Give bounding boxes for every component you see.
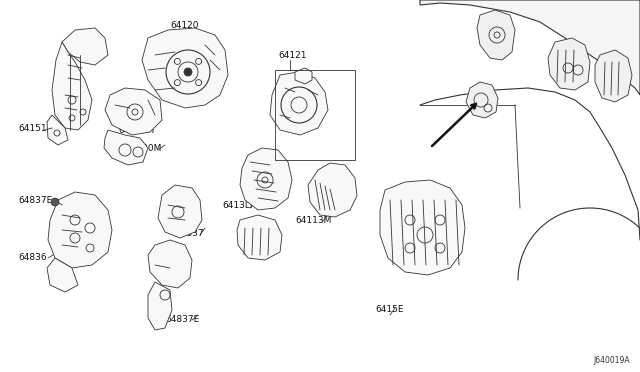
- Polygon shape: [477, 10, 515, 60]
- Polygon shape: [48, 192, 112, 268]
- Circle shape: [51, 198, 59, 206]
- Polygon shape: [104, 130, 148, 165]
- Bar: [275, 70, 355, 160]
- Text: 64837E: 64837E: [165, 315, 199, 324]
- Text: 6413LM: 6413LM: [222, 201, 258, 209]
- Polygon shape: [237, 215, 282, 260]
- Circle shape: [184, 68, 192, 76]
- Text: 64113M: 64113M: [295, 215, 332, 224]
- Polygon shape: [47, 115, 68, 145]
- Polygon shape: [62, 28, 108, 65]
- Polygon shape: [595, 50, 632, 102]
- Polygon shape: [308, 163, 357, 217]
- Polygon shape: [420, 0, 640, 95]
- Polygon shape: [548, 38, 590, 90]
- Text: 64120: 64120: [170, 20, 198, 29]
- Polygon shape: [47, 258, 78, 292]
- Polygon shape: [148, 282, 172, 330]
- Text: 64836: 64836: [18, 253, 47, 263]
- Polygon shape: [158, 185, 202, 238]
- Text: 64121: 64121: [278, 51, 307, 60]
- Polygon shape: [52, 42, 92, 130]
- Polygon shape: [466, 82, 498, 118]
- Polygon shape: [240, 148, 292, 210]
- Polygon shape: [270, 72, 328, 135]
- Polygon shape: [142, 28, 228, 108]
- Text: 64837E: 64837E: [18, 196, 52, 205]
- Polygon shape: [148, 240, 192, 288]
- Polygon shape: [105, 88, 162, 135]
- Text: J640019A: J640019A: [593, 356, 630, 365]
- Polygon shape: [295, 68, 312, 84]
- Text: 64130M: 64130M: [125, 144, 161, 153]
- Text: 6415E: 6415E: [375, 305, 403, 314]
- Text: 64837: 64837: [175, 228, 204, 237]
- Polygon shape: [380, 180, 465, 275]
- Text: 64112M: 64112M: [118, 125, 154, 135]
- Text: 64151: 64151: [18, 124, 47, 132]
